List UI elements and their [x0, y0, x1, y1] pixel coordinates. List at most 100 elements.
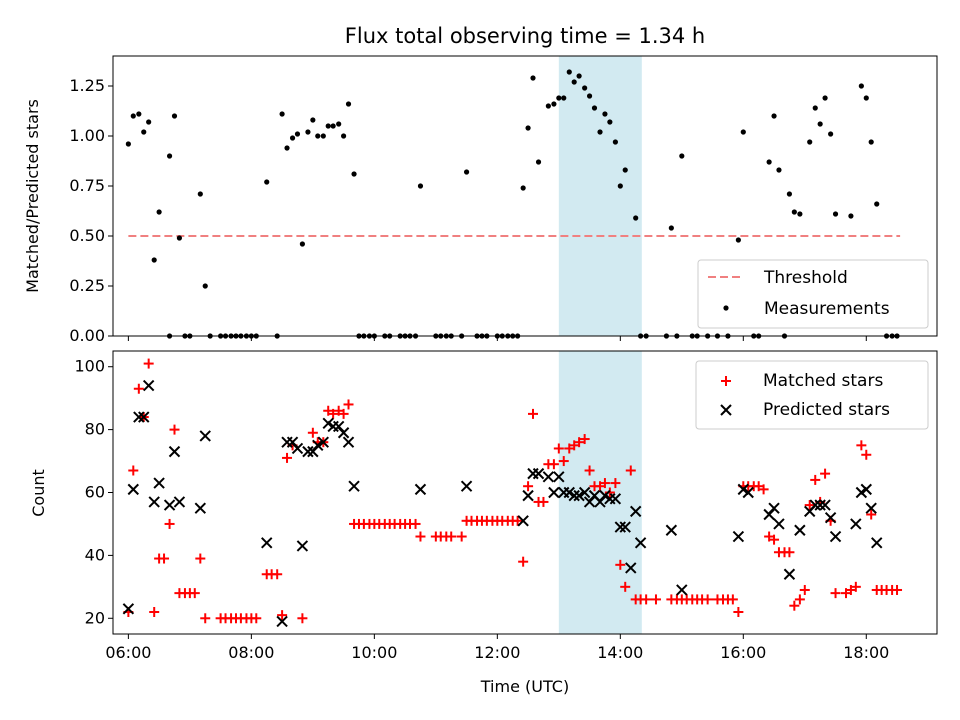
- x-stroke-b: [665, 524, 678, 536]
- x-stroke-b: [168, 445, 181, 458]
- predicted-stars-point: [168, 445, 181, 458]
- measurement-point: [336, 121, 342, 127]
- matched-stars-point: [251, 613, 262, 624]
- predicted-stars-point: [302, 445, 314, 458]
- x-stroke-b: [522, 489, 534, 502]
- predicted-stars-point: [814, 499, 826, 511]
- measurement-point: [776, 167, 782, 173]
- matched-stars-point: [159, 553, 170, 564]
- bottom-x-tick-label: 10:00: [351, 643, 397, 662]
- x-stroke-b: [676, 584, 688, 596]
- x-stroke-b: [133, 411, 145, 423]
- x-stroke-b: [809, 499, 821, 511]
- top-legend: [697, 259, 929, 329]
- x-stroke-b: [163, 499, 176, 511]
- x-stroke-b: [532, 467, 545, 480]
- x-stroke-b: [794, 524, 806, 536]
- measurement-point: [520, 185, 526, 191]
- bottom-x-axis-label: Time (UTC): [480, 677, 569, 696]
- measurement-point: [130, 113, 136, 119]
- predicted-stars-point: [629, 505, 642, 518]
- x-stroke-b: [542, 471, 555, 483]
- matched-stars-point: [579, 434, 590, 445]
- predicted-stars-point: [824, 511, 837, 524]
- predicted-stars-point: [342, 436, 355, 448]
- matched-stars-point: [702, 594, 713, 605]
- predicted-stars-point: [809, 499, 821, 511]
- bottom-legend: [695, 360, 929, 430]
- measurement-point: [848, 213, 854, 219]
- measurement-point: [310, 117, 316, 123]
- predicted-stars-point: [348, 480, 360, 492]
- predicted-stars-point: [337, 427, 350, 439]
- bottom-x-tick-label: 16:00: [720, 643, 766, 662]
- bottom-x-tick-label: 12:00: [474, 643, 520, 662]
- measurement-point: [264, 179, 270, 185]
- measurement-point: [571, 79, 577, 85]
- predicted-stars-point: [578, 486, 591, 499]
- predicted-stars-point: [532, 467, 545, 480]
- measurement-point: [566, 69, 572, 75]
- observing-window-span: [558, 56, 642, 336]
- matched-stars-point: [784, 547, 795, 558]
- predicted-stars-point: [865, 502, 877, 514]
- x-stroke-b: [720, 404, 732, 416]
- x-stroke-b: [625, 562, 637, 574]
- measurement-point: [622, 167, 628, 173]
- matched-stars-point: [866, 509, 877, 520]
- predicted-stars-point: [312, 439, 324, 452]
- predicted-stars-point: [133, 411, 145, 423]
- measurement-point: [551, 101, 557, 107]
- predicted-stars-point: [619, 521, 631, 533]
- measurement-point: [284, 145, 290, 151]
- predicted-stars-point: [522, 489, 534, 502]
- measurement-point: [791, 209, 797, 215]
- measurement-point: [633, 215, 639, 221]
- top-plot-area: 0.00 0.25 0.50 0.75 1.00 1.25 Threshold Measure…: [69, 55, 938, 345]
- matched-stars-point: [799, 584, 810, 595]
- measurement-point: [617, 183, 623, 189]
- measurement-point: [586, 93, 593, 99]
- top-y-tick-label: 0.00: [69, 326, 105, 345]
- x-stroke-b: [614, 521, 627, 533]
- matched-stars-point: [789, 600, 800, 611]
- matched-stars-point: [548, 459, 559, 470]
- predicted-stars-point: [794, 524, 806, 536]
- measurement-point: [812, 105, 818, 111]
- top-y-tick-label: 0.50: [69, 226, 105, 245]
- top-y-axis-label: Matched/Predicted stars: [23, 99, 42, 293]
- measurement-point: [797, 211, 803, 217]
- legend-threshold-label: Threshold: [763, 268, 848, 288]
- matched-stars-point: [133, 383, 144, 394]
- x-stroke-b: [553, 471, 565, 483]
- x-stroke-b: [629, 505, 642, 518]
- measurement-point: [858, 83, 864, 89]
- x-stroke-b: [286, 436, 299, 448]
- x-stroke-b: [414, 483, 427, 496]
- measurement-point: [156, 209, 162, 215]
- bottom-y-axis-label: Count: [29, 469, 48, 517]
- x-stroke-b: [819, 499, 831, 511]
- legend-measurements-label: Measurements: [764, 299, 890, 319]
- x-stroke-b: [814, 499, 826, 511]
- matched-stars-point: [604, 487, 615, 498]
- matched-stars-point: [574, 437, 585, 448]
- measurement-point: [345, 101, 352, 107]
- measurement-point: [786, 191, 793, 197]
- x-stroke-b: [302, 445, 314, 458]
- x-stroke-b: [332, 420, 345, 433]
- x-stroke-b: [737, 483, 750, 496]
- x-stroke-b: [127, 483, 139, 496]
- predicted-stars-point: [634, 537, 647, 549]
- matched-stars-point: [810, 474, 821, 485]
- measurement-point: [463, 169, 470, 175]
- predicted-stars-point: [414, 483, 427, 496]
- predicted-stars-point: [742, 486, 754, 499]
- matched-stars-point: [297, 613, 308, 624]
- measurement-point: [146, 119, 152, 125]
- matched-stars-point: [512, 515, 523, 526]
- matched-stars-point: [804, 500, 815, 511]
- measurement-point: [556, 95, 562, 101]
- x-stroke-b: [322, 417, 334, 430]
- matched-stars-point: [446, 531, 457, 542]
